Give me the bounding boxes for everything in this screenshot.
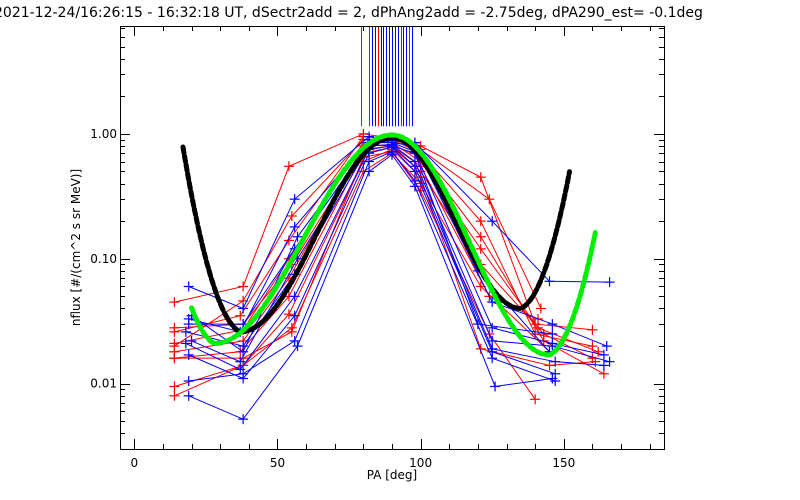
series-line-blue-2: [188, 139, 607, 347]
data-point: [364, 166, 375, 177]
data-point: [587, 324, 598, 335]
data-point: [547, 319, 558, 330]
data-point: [289, 310, 300, 321]
data-point: [238, 303, 249, 314]
data-point: [238, 368, 249, 379]
data-point: [283, 161, 294, 172]
data-point: [475, 172, 486, 183]
black-fit-curve: [180, 135, 572, 335]
data-point: [238, 281, 249, 292]
data-point: [472, 319, 483, 330]
data-point: [235, 356, 246, 367]
data-point: [283, 309, 294, 320]
data-point: [547, 341, 558, 352]
data-point: [286, 210, 297, 221]
data-point: [475, 231, 486, 242]
data-point: [487, 216, 498, 227]
data-point: [238, 414, 249, 425]
series-line-blue-1: [188, 136, 610, 310]
series-line-red-5: [174, 146, 593, 359]
data-point: [601, 341, 612, 352]
data-point: [183, 390, 194, 401]
data-point: [598, 349, 609, 360]
data-point: [475, 343, 486, 354]
data-point: [544, 360, 555, 371]
data-point: [538, 328, 549, 339]
data-point: [169, 341, 180, 352]
y-tick-label: 0.01: [90, 377, 117, 391]
y-axis-label: nflux [#/(cm^2 s sr MeV)]: [69, 169, 83, 326]
series-line-blue-8: [188, 154, 553, 420]
data-point: [409, 166, 420, 177]
data-point: [593, 346, 604, 357]
data-point: [547, 328, 558, 339]
data-point: [490, 381, 501, 392]
x-tick-label: 0: [130, 456, 138, 470]
x-axis-label: PA [deg]: [367, 468, 417, 482]
x-tick-label: 150: [552, 456, 575, 470]
data-point: [180, 326, 191, 337]
data-point: [235, 310, 246, 321]
data-point: [169, 297, 180, 308]
data-point: [484, 194, 495, 205]
data-point: [475, 243, 486, 254]
data-point: [487, 297, 498, 308]
data-point: [286, 326, 297, 337]
green-fit-curve: [189, 132, 598, 358]
data-point: [550, 356, 561, 367]
plot-content: [169, 26, 615, 425]
series-line-blue-7: [188, 151, 556, 382]
data-point: [183, 349, 194, 360]
data-point: [180, 338, 191, 349]
data-point: [292, 341, 303, 352]
data-point: [289, 194, 300, 205]
data-point: [183, 376, 194, 387]
data-point: [169, 353, 180, 364]
axes: 0 50 100 150 0.01 0.10 1.00: [90, 26, 664, 470]
data-point: [547, 373, 558, 384]
series-line-red-10: [174, 151, 536, 400]
data-point: [238, 346, 249, 357]
data-point: [487, 322, 498, 333]
data-point: [289, 221, 300, 232]
data-point: [550, 376, 561, 387]
data-point: [169, 381, 180, 392]
data-point: [598, 368, 609, 379]
series-line-red-7: [174, 152, 550, 397]
data-point: [530, 328, 541, 339]
y-tick-label: 1.00: [90, 127, 117, 141]
data-point: [598, 360, 609, 371]
data-point: [186, 335, 197, 346]
data-point: [169, 390, 180, 401]
data-point: [183, 281, 194, 292]
data-point: [289, 335, 300, 346]
data-point: [183, 319, 194, 330]
x-tick-label: 50: [270, 456, 285, 470]
data-point: [364, 156, 375, 167]
data-point: [169, 322, 180, 333]
data-point: [530, 394, 541, 405]
data-point: [604, 277, 615, 288]
data-point: [292, 231, 303, 242]
data-point: [604, 356, 615, 367]
series-line-blue-10: [191, 144, 553, 363]
x-tick-label: 100: [409, 456, 432, 470]
data-point: [535, 303, 546, 314]
data-point: [475, 216, 486, 227]
data-point: [409, 181, 420, 192]
plot-area: [169, 26, 615, 425]
series-line-red-4: [174, 144, 605, 375]
data-point: [289, 291, 300, 302]
data-point: [487, 353, 498, 364]
y-tick-label: 0.10: [90, 252, 117, 266]
data-point: [387, 140, 397, 151]
data-point: [387, 149, 397, 160]
chart-title: 2021-12-24/16:26:15 - 16:32:18 UT, dSect…: [0, 5, 703, 21]
data-point: [544, 276, 555, 287]
